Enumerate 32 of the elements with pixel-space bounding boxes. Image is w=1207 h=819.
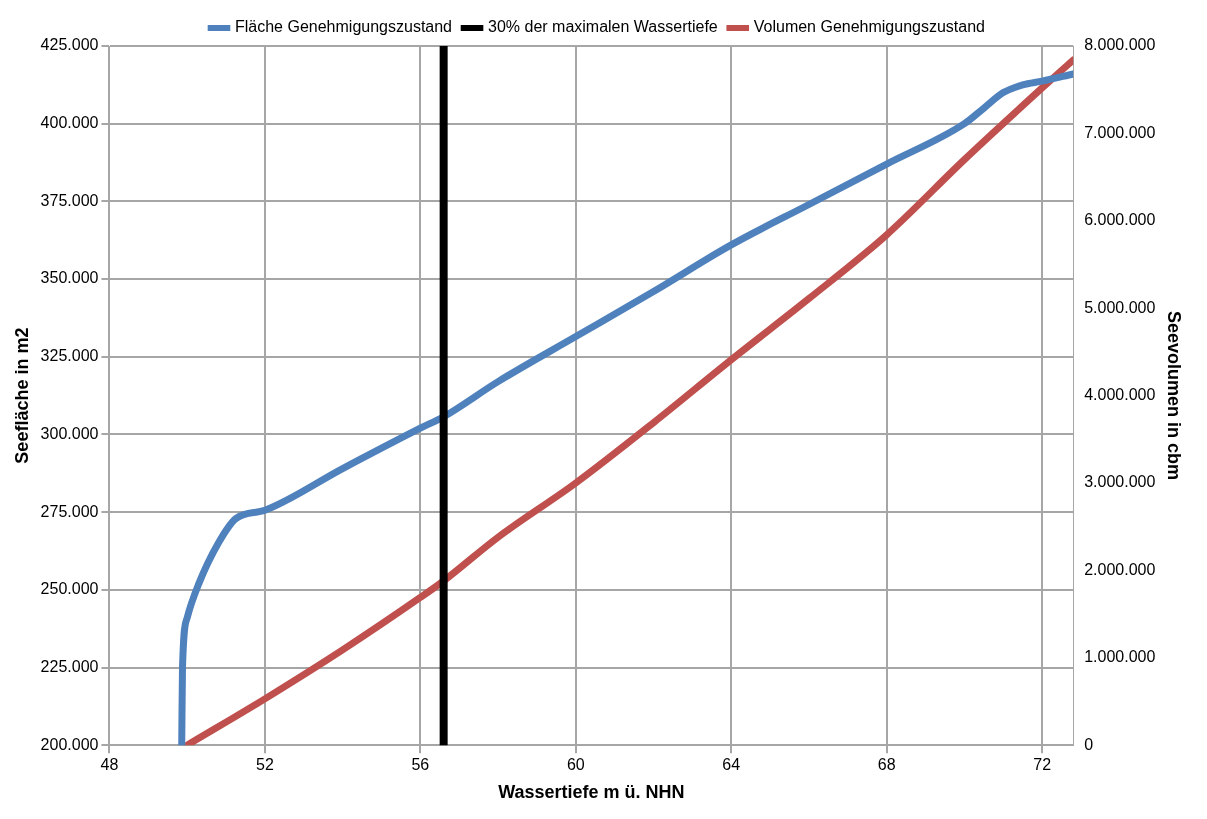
y2-tick-label: 4.000.000 — [1084, 386, 1156, 404]
x-tick-label: 68 — [877, 756, 896, 774]
y-tick-label: 250.000 — [40, 580, 99, 598]
y-tick-label: 225.000 — [40, 657, 99, 675]
y2-tick-label: 8.000.000 — [1084, 36, 1156, 54]
y2-tick-label: 0 — [1084, 735, 1094, 753]
x-tick-label: 52 — [255, 756, 274, 774]
y2-tick-label: 7.000.000 — [1084, 123, 1156, 141]
legend-label: Volumen Genehmigungszustand — [753, 18, 985, 36]
y-tick-label: 325.000 — [40, 347, 99, 365]
y2-tick-label: 5.000.000 — [1084, 298, 1156, 316]
legend-label: 30% der maximalen Wassertiefe — [488, 18, 718, 36]
x-tick-label: 60 — [566, 756, 585, 774]
x-tick-label: 64 — [722, 756, 741, 774]
x-tick-label: 56 — [411, 756, 430, 774]
y-tick-label: 200.000 — [40, 735, 99, 753]
y-tick-label: 350.000 — [40, 269, 99, 287]
y2-tick-label: 1.000.000 — [1084, 648, 1156, 666]
y2-tick-label: 6.000.000 — [1084, 211, 1156, 229]
y-tick-label: 425.000 — [40, 36, 99, 54]
y2-axis-title: Seevolumen in cbm — [1164, 311, 1185, 481]
y-tick-label: 300.000 — [40, 424, 99, 442]
y-axis-title: Seefläche in m2 — [11, 327, 32, 464]
x-tick-label: 72 — [1033, 756, 1052, 774]
y2-tick-label: 3.000.000 — [1084, 473, 1156, 491]
y-tick-label: 275.000 — [40, 502, 99, 520]
y-tick-label: 375.000 — [40, 191, 99, 209]
x-axis-title: Wassertiefe m ü. NHN — [498, 782, 685, 803]
x-tick-label: 48 — [100, 756, 119, 774]
y2-tick-label: 2.000.000 — [1084, 560, 1156, 578]
legend-label: Fläche Genehmigungszustand — [235, 18, 453, 36]
y-tick-label: 400.000 — [40, 114, 99, 132]
